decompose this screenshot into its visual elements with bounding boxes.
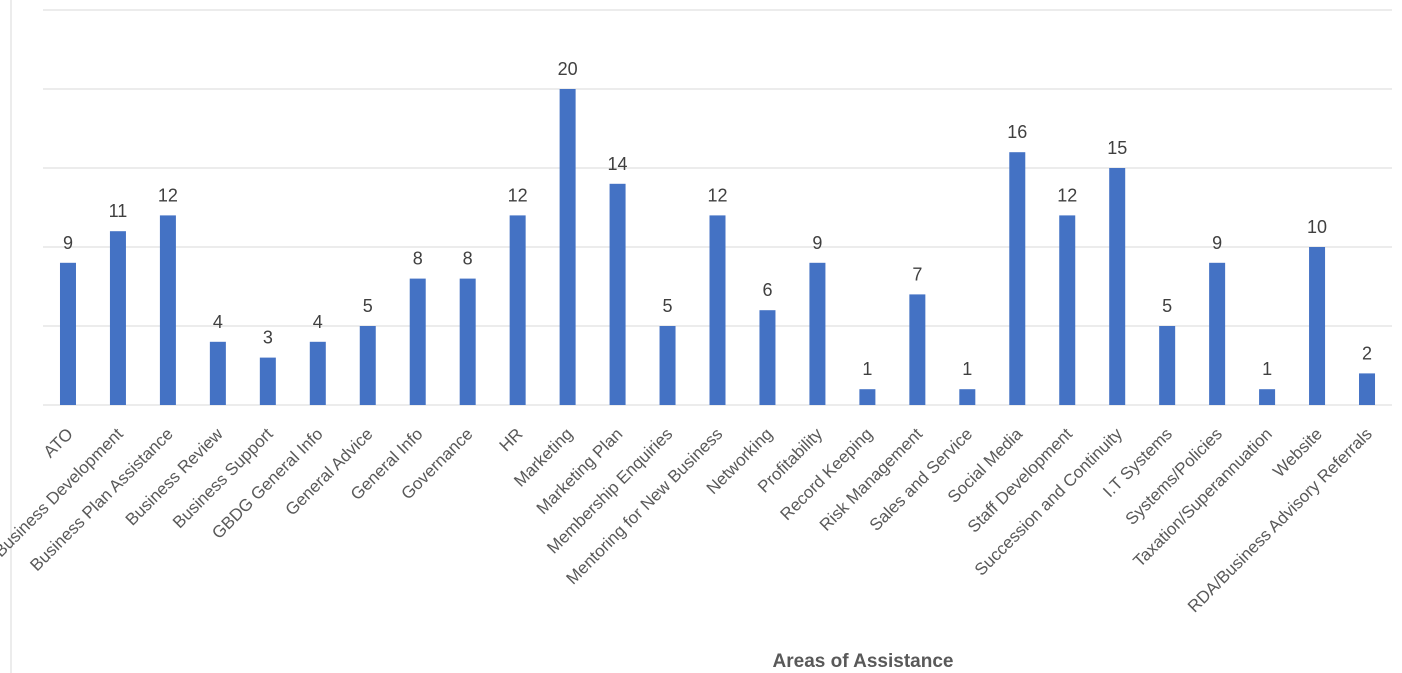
x-tick-label: Marketing Plan xyxy=(533,424,627,518)
bar xyxy=(109,231,126,405)
data-label: 9 xyxy=(63,233,73,253)
data-label: 14 xyxy=(608,154,628,174)
data-label: 8 xyxy=(413,249,423,269)
data-label: 12 xyxy=(1057,185,1077,205)
bar xyxy=(1209,262,1226,405)
bar xyxy=(1109,168,1126,405)
data-label: 1 xyxy=(862,359,872,379)
bar xyxy=(609,183,626,405)
bar xyxy=(409,278,426,405)
data-label: 12 xyxy=(707,185,727,205)
bar xyxy=(559,89,576,405)
data-label: 5 xyxy=(1162,296,1172,316)
x-tick-label: HR xyxy=(496,424,527,455)
bar xyxy=(1259,389,1276,405)
data-label: 16 xyxy=(1007,122,1027,142)
bar xyxy=(1009,152,1026,405)
data-label: 5 xyxy=(663,296,673,316)
bar xyxy=(959,389,976,405)
bar xyxy=(459,278,476,405)
data-label: 10 xyxy=(1307,217,1327,237)
bar xyxy=(759,310,776,405)
bar xyxy=(1159,326,1176,405)
data-label: 15 xyxy=(1107,138,1127,158)
data-labels: 9 11 12 4 3 4 5 8 8 12 20 14 5 12 6 9 1 7 1 16 12 15 5 9 1 10 2 xyxy=(63,59,1372,379)
bars xyxy=(59,89,1376,405)
x-tick-label: RDA/Business Advisory Referrals xyxy=(1184,424,1376,616)
data-label: 8 xyxy=(463,249,473,269)
bar xyxy=(659,326,676,405)
data-label: 4 xyxy=(213,312,223,332)
data-label: 20 xyxy=(558,59,578,79)
bar xyxy=(209,341,226,405)
data-label: 9 xyxy=(812,233,822,253)
data-label: 4 xyxy=(313,312,323,332)
bar xyxy=(359,326,376,405)
data-label: 1 xyxy=(1262,359,1272,379)
bar xyxy=(809,262,826,405)
x-axis-title: Areas of Assistance xyxy=(773,651,954,672)
bar xyxy=(1309,247,1326,405)
bar xyxy=(1359,373,1376,405)
data-label: 1 xyxy=(962,359,972,379)
bar xyxy=(509,215,526,405)
data-label: 3 xyxy=(263,328,273,348)
bar xyxy=(909,294,926,405)
bar xyxy=(709,215,726,405)
bar xyxy=(1059,215,1076,405)
bar xyxy=(859,389,876,405)
bar xyxy=(259,357,276,405)
data-label: 11 xyxy=(109,201,128,221)
data-label: 2 xyxy=(1362,343,1372,363)
bar xyxy=(159,215,176,405)
x-tick-label: ATO xyxy=(40,424,77,461)
data-label: 12 xyxy=(508,185,528,205)
bar xyxy=(309,341,326,405)
x-tick-label: Record Keeping xyxy=(777,424,877,524)
data-label: 7 xyxy=(912,264,922,284)
data-label: 5 xyxy=(363,296,373,316)
data-label: 9 xyxy=(1212,233,1222,253)
data-label: 6 xyxy=(762,280,772,300)
x-tick-label: General Advice xyxy=(282,424,377,519)
data-label: 12 xyxy=(158,185,178,205)
bar xyxy=(59,262,76,405)
